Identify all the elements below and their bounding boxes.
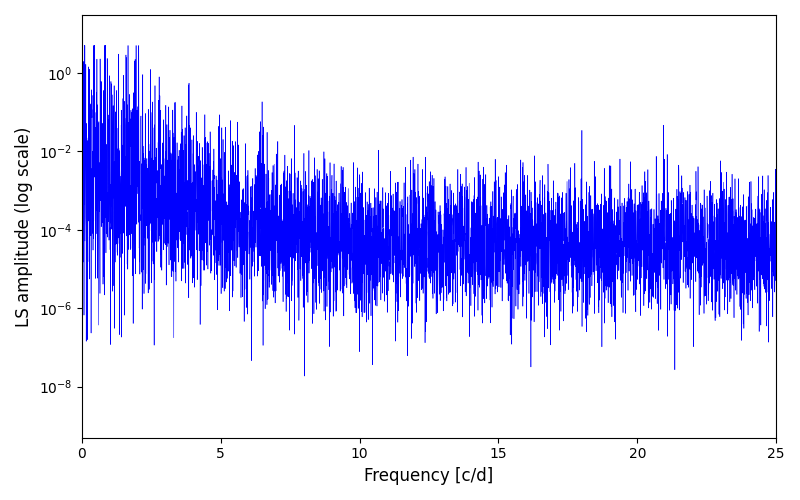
Y-axis label: LS amplitude (log scale): LS amplitude (log scale)	[15, 126, 33, 326]
X-axis label: Frequency [c/d]: Frequency [c/d]	[364, 467, 494, 485]
